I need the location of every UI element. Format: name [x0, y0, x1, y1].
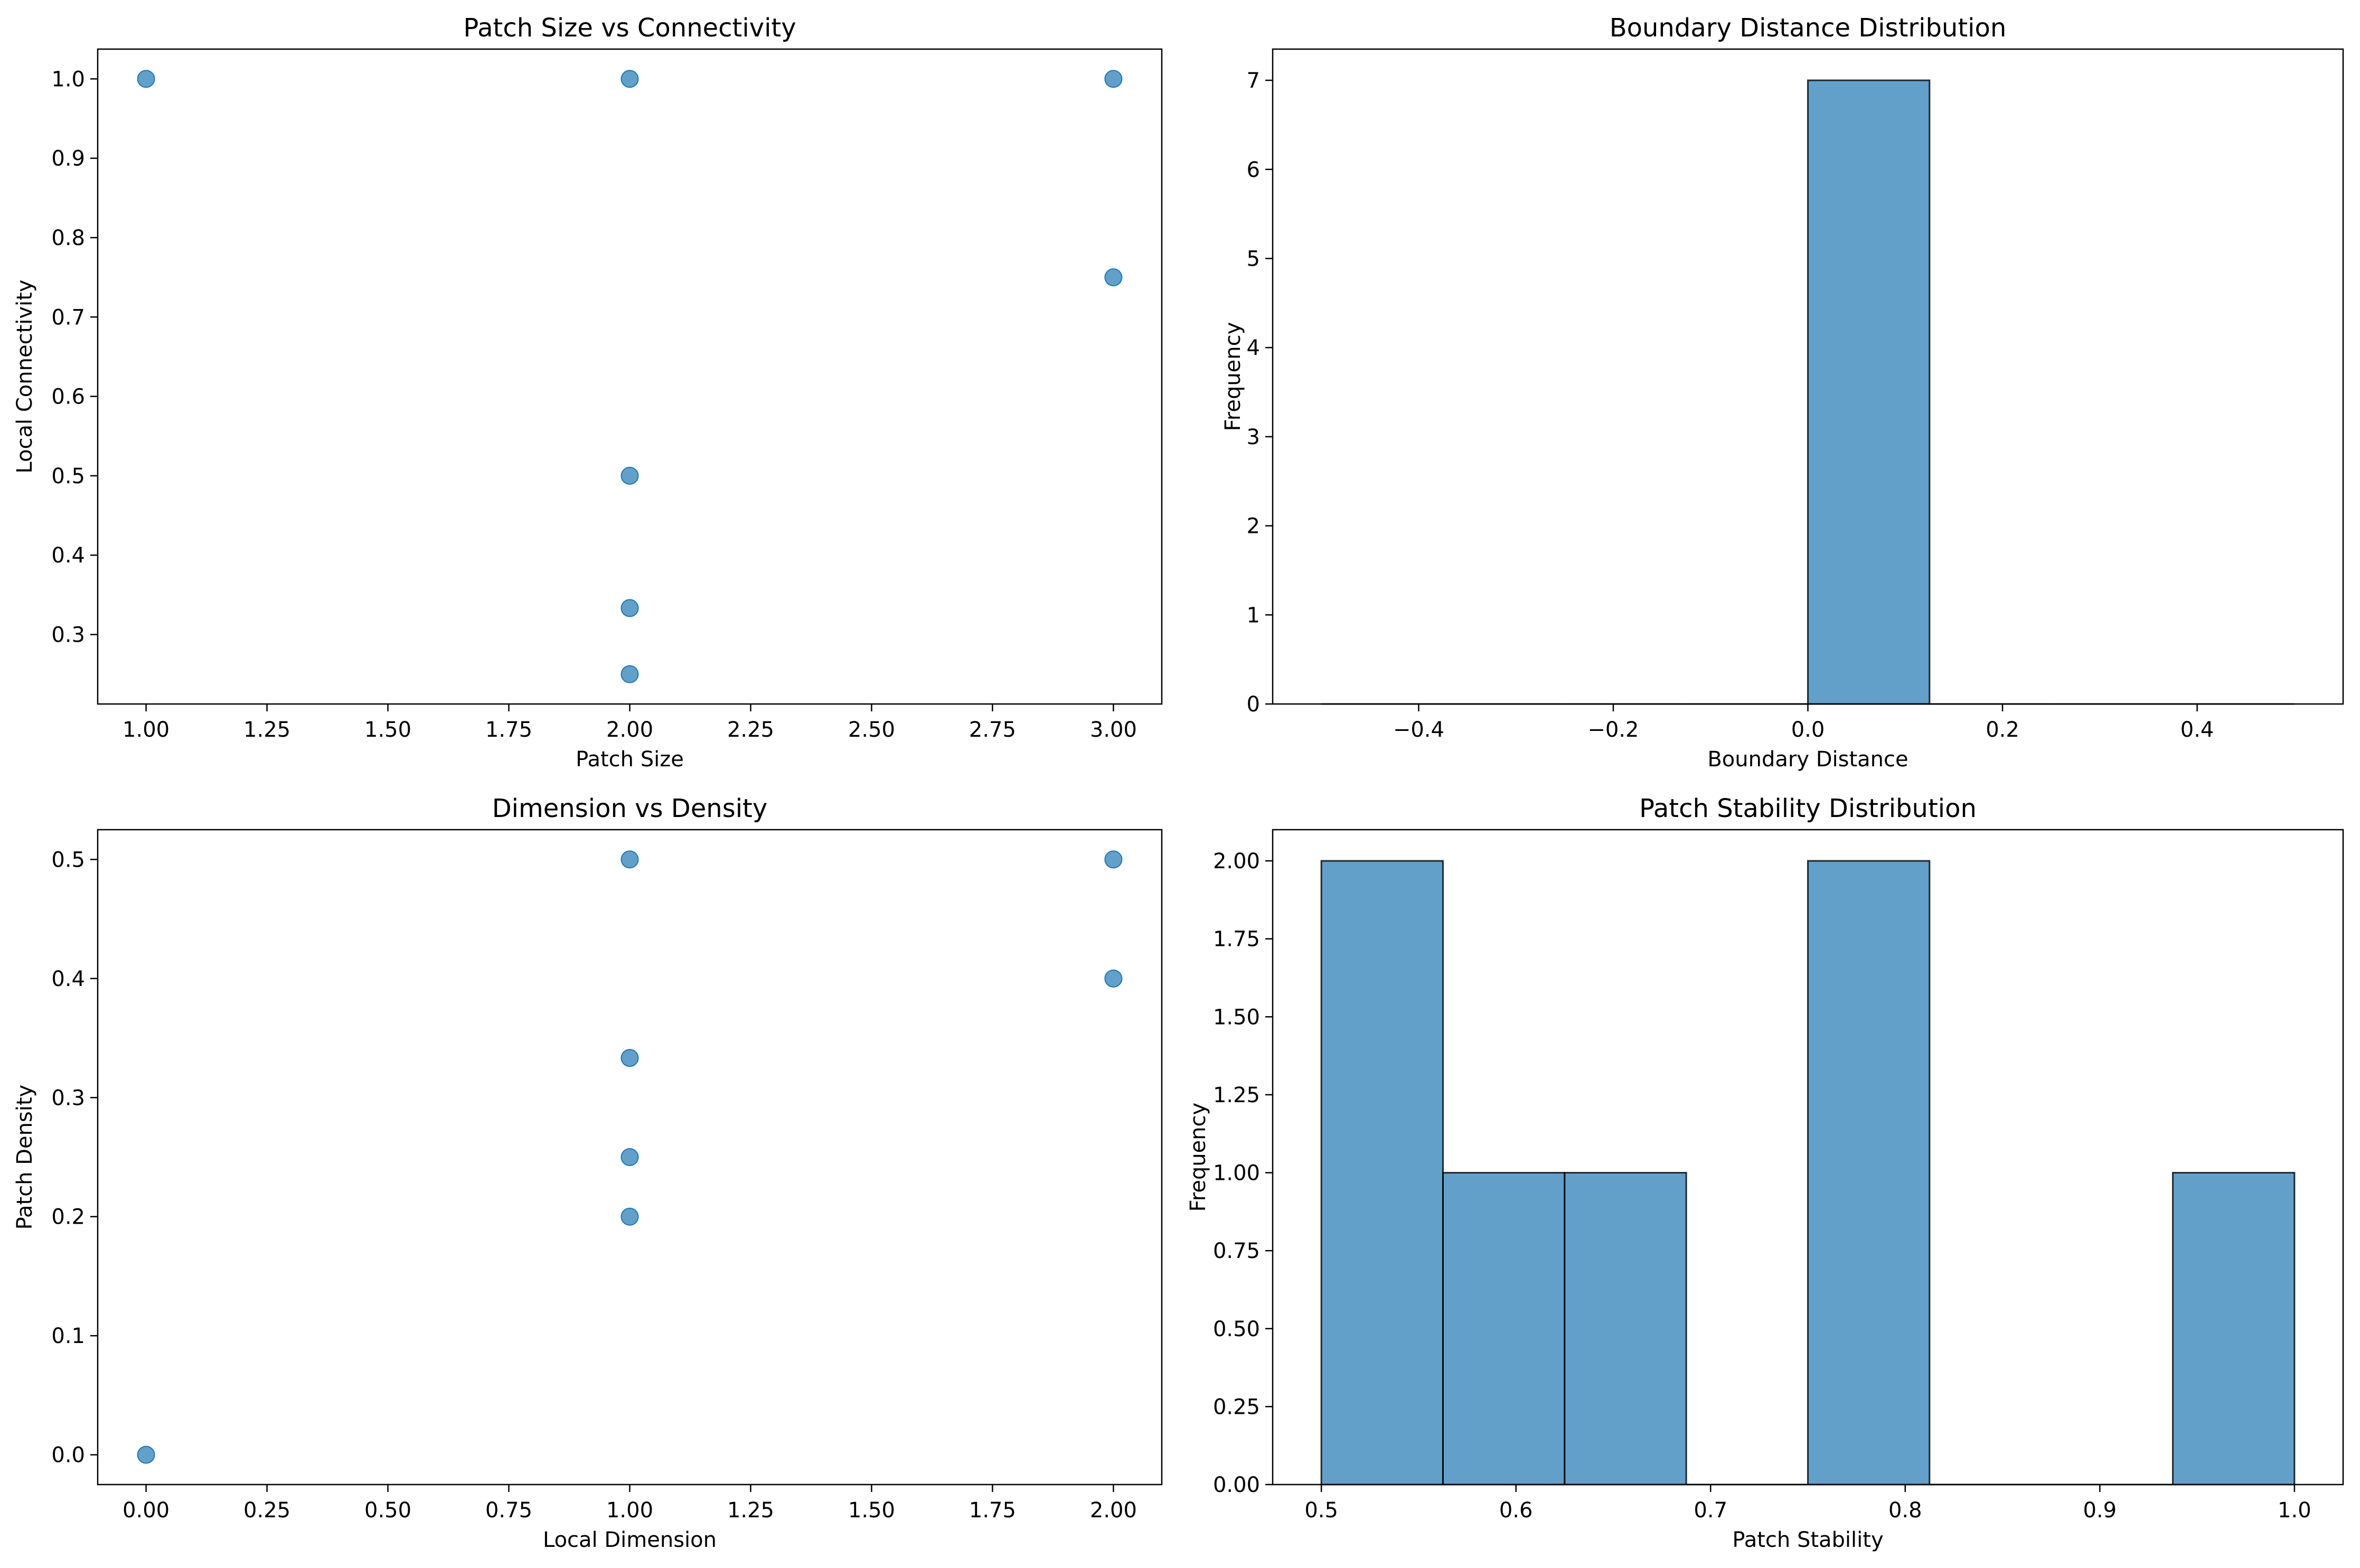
y-tick-label: 0.4	[51, 543, 85, 568]
y-tick-label: 0.9	[51, 147, 85, 171]
y-tick-label: 0.6	[51, 385, 85, 409]
y-tick-label: 6	[1247, 158, 1260, 182]
chart-3: 0.00 0.25 0.50 0.75 1.00 1.25 1.50 1.75 2.00 0.0 0…	[13, 794, 1163, 1552]
x-tick-label: 1.50	[364, 718, 411, 742]
x-tick-label: 2.00	[606, 718, 653, 742]
chart-2: −0.4 −0.2 0.0 0.2 0.4 0 1 2 3 4 5 6 7 Boundary Distan…	[1221, 13, 2344, 772]
x-tick-label: 1.00	[123, 718, 170, 742]
y-tick-label: 0.5	[51, 848, 85, 872]
x-tick-label: −0.4	[1393, 718, 1444, 742]
x-tick-label: 0.50	[364, 1498, 411, 1523]
chart-title: Boundary Distance Distribution	[1610, 13, 2007, 43]
x-tick-label: 0.5	[1304, 1498, 1338, 1523]
scatter-point	[1104, 969, 1123, 988]
scatter-point	[137, 70, 155, 88]
y-tick-label: 1.00	[1213, 1161, 1260, 1186]
y-tick-label: 0.25	[1213, 1395, 1260, 1419]
chart-title: Dimension vs Density	[492, 794, 768, 823]
histogram-bar	[1807, 79, 1931, 705]
x-tick-label: 1.00	[606, 1498, 653, 1523]
y-axis-label: Frequency	[1186, 1103, 1210, 1212]
y-tick-label: 2	[1247, 514, 1260, 539]
y-tick-label: 3	[1247, 425, 1260, 449]
histogram-bar	[1442, 1172, 1566, 1486]
y-tick-label: 0.1	[51, 1324, 85, 1348]
y-tick-label: 0.8	[51, 226, 85, 250]
x-tick-label: 2.00	[1090, 1498, 1137, 1523]
y-tick-label: 0.5	[51, 464, 85, 489]
x-axis-label: Local Dimension	[543, 1528, 717, 1552]
y-tick-label: 1.75	[1213, 927, 1260, 952]
x-tick-label: 1.75	[969, 1498, 1016, 1523]
y-tick-label: 0.0	[51, 1443, 85, 1468]
y-tick-label: 0.2	[51, 1205, 85, 1229]
y-tick-label: 1.0	[51, 67, 85, 91]
y-tick-label: 1	[1247, 603, 1260, 627]
y-tick-label: 7	[1247, 69, 1260, 93]
x-tick-label: 0.75	[485, 1498, 532, 1523]
y-tick-label: 0.3	[51, 1086, 85, 1110]
y-tick-label: 1.25	[1213, 1083, 1260, 1107]
x-tick-label: 1.25	[727, 1498, 774, 1523]
y-tick-label: 0.75	[1213, 1239, 1260, 1263]
x-tick-label: 3.00	[1090, 718, 1137, 742]
y-axis-label: Frequency	[1221, 322, 1245, 431]
x-axis-label: Patch Stability	[1732, 1528, 1883, 1552]
histogram-bar	[1320, 860, 1444, 1486]
scatter-point	[620, 1207, 639, 1226]
x-axis-label: Boundary Distance	[1707, 747, 1908, 772]
chart-4: 0.5 0.6 0.7 0.8 0.9 1.0 0.00 0.25 0.50 0.75 1.00 1.…	[1186, 794, 2344, 1552]
x-tick-label: 2.25	[727, 718, 774, 742]
x-tick-label: 1.0	[2278, 1498, 2311, 1523]
histogram-bar	[1807, 860, 1931, 1486]
x-tick-label: 1.75	[485, 718, 532, 742]
scatter-point	[620, 665, 639, 683]
axes-frame	[1272, 829, 2344, 1486]
y-tick-label: 0.7	[51, 305, 85, 330]
x-tick-label: 0.6	[1499, 1498, 1533, 1523]
scatter-point	[1104, 268, 1123, 287]
y-tick-label: 5	[1247, 247, 1260, 271]
y-tick-label: 0.00	[1213, 1473, 1260, 1497]
y-tick-label: 2.00	[1213, 849, 1260, 874]
histogram-bar	[2172, 1172, 2296, 1486]
x-axis-label: Patch Size	[576, 747, 684, 772]
chart-title: Patch Size vs Connectivity	[463, 13, 796, 43]
x-tick-label: 0.4	[2180, 718, 2214, 742]
y-tick-label: 0.3	[51, 623, 85, 647]
x-tick-label: 0.00	[123, 1498, 170, 1523]
y-tick-label: 1.50	[1213, 1005, 1260, 1029]
y-axis-label: Patch Density	[13, 1085, 37, 1230]
x-tick-label: 0.0	[1791, 718, 1825, 742]
x-tick-label: 0.7	[1694, 1498, 1727, 1523]
chart-title: Patch Stability Distribution	[1639, 794, 1977, 823]
x-tick-label: 0.2	[1986, 718, 2019, 742]
scatter-point	[137, 1445, 155, 1464]
x-tick-label: 1.25	[243, 718, 290, 742]
x-tick-label: 0.8	[1888, 1498, 1922, 1523]
scatter-point	[620, 70, 639, 88]
scatter-point	[1104, 850, 1123, 869]
y-tick-label: 4	[1247, 336, 1260, 360]
y-tick-label: 0.50	[1213, 1317, 1260, 1341]
x-tick-label: −0.2	[1587, 718, 1639, 742]
scatter-point	[1104, 70, 1123, 88]
x-tick-label: 0.25	[243, 1498, 290, 1523]
y-axis-label: Local Connectivity	[13, 279, 37, 473]
scatter-point	[620, 1148, 639, 1166]
x-tick-label: 0.9	[2083, 1498, 2117, 1523]
x-tick-label: 2.50	[848, 718, 895, 742]
scatter-point	[620, 1049, 639, 1067]
y-tick-label: 0.4	[51, 967, 85, 991]
scatter-point	[620, 599, 639, 617]
scatter-point	[620, 466, 639, 485]
y-tick-label: 0	[1247, 692, 1260, 717]
chart-1: 1.00 1.25 1.50 1.75 2.00 2.25 2.50 2.75 3.00 0.3 0…	[13, 13, 1163, 772]
scatter-point	[620, 850, 639, 869]
x-tick-label: 2.75	[969, 718, 1016, 742]
x-tick-label: 1.50	[848, 1498, 895, 1523]
histogram-bar	[1564, 1172, 1687, 1486]
